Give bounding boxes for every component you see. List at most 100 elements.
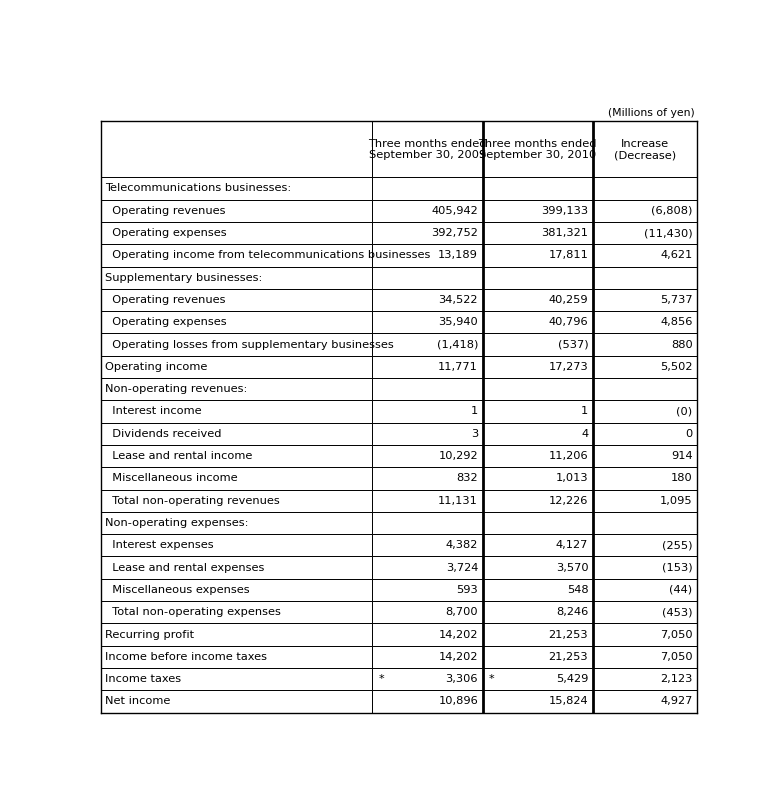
Text: Income taxes: Income taxes xyxy=(105,674,182,684)
Bar xyxy=(593,668,697,691)
Text: 34,522: 34,522 xyxy=(439,295,478,305)
Text: (255): (255) xyxy=(662,540,693,551)
Bar xyxy=(372,289,483,311)
Bar xyxy=(593,222,697,244)
Bar xyxy=(101,467,372,489)
Text: Interest expenses: Interest expenses xyxy=(105,540,213,551)
Text: 0: 0 xyxy=(686,429,693,439)
Bar xyxy=(372,535,483,556)
Text: Operating income: Operating income xyxy=(105,362,207,372)
Bar xyxy=(101,623,372,646)
Text: Recurring profit: Recurring profit xyxy=(105,630,194,639)
Bar xyxy=(372,122,483,177)
Text: 1: 1 xyxy=(471,407,478,416)
Bar xyxy=(101,423,372,445)
Text: Total non-operating revenues: Total non-operating revenues xyxy=(105,496,280,506)
Bar xyxy=(372,601,483,623)
Bar xyxy=(483,467,593,489)
Text: Three months ended
September 30, 2010: Three months ended September 30, 2010 xyxy=(478,138,597,160)
Bar xyxy=(372,266,483,289)
Text: 381,321: 381,321 xyxy=(541,228,588,238)
Bar xyxy=(101,200,372,222)
Bar xyxy=(483,200,593,222)
Text: Operating revenues: Operating revenues xyxy=(105,206,226,216)
Bar xyxy=(483,445,593,467)
Text: Miscellaneous income: Miscellaneous income xyxy=(105,473,238,484)
Text: 10,896: 10,896 xyxy=(439,696,478,707)
Text: 405,942: 405,942 xyxy=(432,206,478,216)
Bar xyxy=(593,266,697,289)
Bar xyxy=(483,579,593,601)
Text: *: * xyxy=(489,674,495,684)
Text: 880: 880 xyxy=(671,340,693,349)
Bar xyxy=(593,289,697,311)
Bar xyxy=(593,489,697,512)
Text: 1,013: 1,013 xyxy=(555,473,588,484)
Bar xyxy=(483,222,593,244)
Bar xyxy=(593,378,697,400)
Text: Supplementary businesses:: Supplementary businesses: xyxy=(105,273,263,283)
Text: (0): (0) xyxy=(676,407,693,416)
Bar xyxy=(483,333,593,356)
Text: *: * xyxy=(379,674,384,684)
Text: 11,771: 11,771 xyxy=(438,362,478,372)
Bar xyxy=(101,556,372,579)
Bar xyxy=(101,579,372,601)
Bar xyxy=(101,177,372,200)
Text: 7,050: 7,050 xyxy=(660,630,693,639)
Bar xyxy=(483,668,593,691)
Bar xyxy=(372,623,483,646)
Text: 4: 4 xyxy=(581,429,588,439)
Bar xyxy=(483,623,593,646)
Bar xyxy=(372,691,483,712)
Text: (537): (537) xyxy=(558,340,588,349)
Text: Lease and rental income: Lease and rental income xyxy=(105,451,252,461)
Bar xyxy=(593,467,697,489)
Text: 1,095: 1,095 xyxy=(660,496,693,506)
Text: Operating income from telecommunications businesses: Operating income from telecommunications… xyxy=(105,250,431,260)
Text: 5,737: 5,737 xyxy=(660,295,693,305)
Bar xyxy=(483,535,593,556)
Bar xyxy=(483,423,593,445)
Text: 35,940: 35,940 xyxy=(439,317,478,328)
Bar xyxy=(372,222,483,244)
Text: 5,502: 5,502 xyxy=(660,362,693,372)
Bar xyxy=(483,122,593,177)
Bar xyxy=(593,601,697,623)
Text: 3,724: 3,724 xyxy=(446,563,478,572)
Bar xyxy=(483,378,593,400)
Bar xyxy=(483,601,593,623)
Bar xyxy=(101,691,372,712)
Bar xyxy=(101,356,372,378)
Bar xyxy=(372,556,483,579)
Text: Non-operating expenses:: Non-operating expenses: xyxy=(105,518,249,528)
Bar xyxy=(101,489,372,512)
Text: 4,927: 4,927 xyxy=(660,696,693,707)
Bar xyxy=(483,512,593,535)
Bar xyxy=(593,122,697,177)
Bar xyxy=(593,311,697,333)
Bar xyxy=(101,122,372,177)
Text: 40,259: 40,259 xyxy=(548,295,588,305)
Bar xyxy=(372,244,483,266)
Bar xyxy=(372,356,483,378)
Bar xyxy=(101,445,372,467)
Bar xyxy=(483,266,593,289)
Text: 17,811: 17,811 xyxy=(548,250,588,260)
Bar xyxy=(483,244,593,266)
Bar xyxy=(593,177,697,200)
Text: Non-operating revenues:: Non-operating revenues: xyxy=(105,384,248,394)
Bar xyxy=(101,400,372,423)
Text: Operating losses from supplementary businesses: Operating losses from supplementary busi… xyxy=(105,340,394,349)
Bar xyxy=(101,535,372,556)
Text: 21,253: 21,253 xyxy=(548,630,588,639)
Bar xyxy=(372,489,483,512)
Bar xyxy=(593,400,697,423)
Bar xyxy=(101,646,372,668)
Bar xyxy=(593,556,697,579)
Bar xyxy=(372,400,483,423)
Text: Operating revenues: Operating revenues xyxy=(105,295,226,305)
Bar xyxy=(101,378,372,400)
Text: Lease and rental expenses: Lease and rental expenses xyxy=(105,563,265,572)
Bar xyxy=(372,579,483,601)
